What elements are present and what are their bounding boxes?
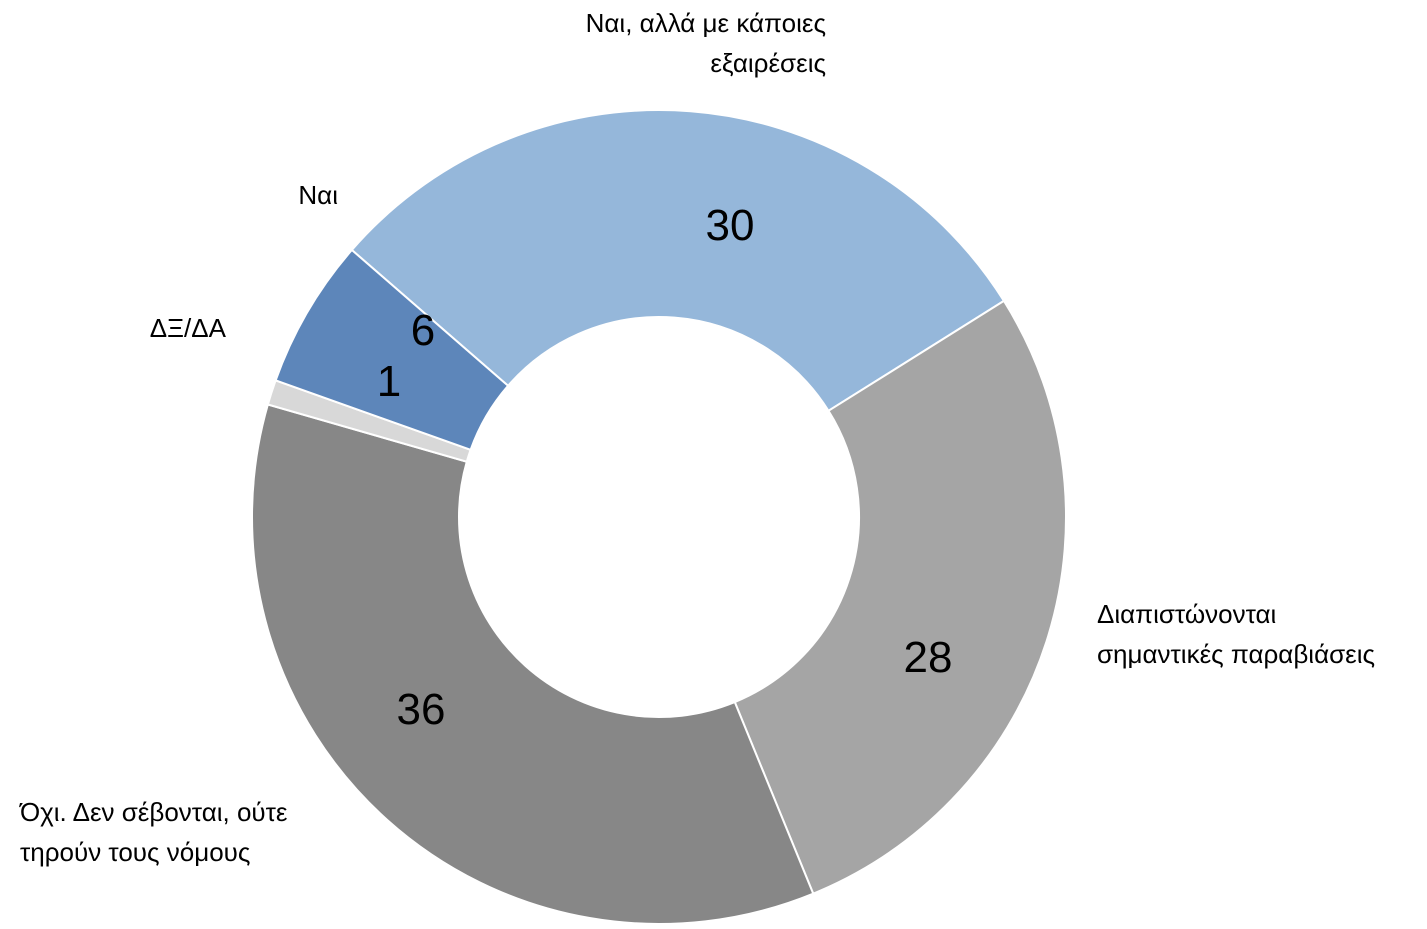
slice-category-label-line: Διαπιστώνονται bbox=[1097, 599, 1277, 629]
donut-category-labels: Ναι, αλλά με κάποιες εξαιρέσεις Διαπιστώνο… bbox=[19, 8, 1375, 867]
slice-category-label: ΔΞ/ΔΑ bbox=[150, 313, 227, 343]
slice-value-label: 28 bbox=[904, 633, 953, 682]
slice-category-label: Όχι. Δεν σέβονται, ούτε τηρούν τους νόμου… bbox=[19, 797, 288, 867]
slice-category-label-line: Ναι bbox=[298, 180, 338, 210]
slice-value-label: 6 bbox=[411, 306, 435, 355]
slice-category-label-line: τηρούν τους νόμους bbox=[20, 837, 250, 867]
donut-slice bbox=[733, 299, 1067, 895]
slice-value-label: 1 bbox=[377, 357, 401, 406]
slice-value-label: 30 bbox=[706, 201, 755, 250]
slice-category-label-line: ΔΞ/ΔΑ bbox=[150, 313, 227, 343]
slice-category-label: Διαπιστώνονται σημαντικές παραβιάσεις bbox=[1097, 599, 1375, 669]
slice-category-label-line: Όχι. Δεν σέβονται, ούτε bbox=[19, 797, 288, 827]
donut-slice bbox=[274, 248, 510, 452]
donut-slices bbox=[251, 109, 1067, 925]
slice-value-label: 36 bbox=[397, 685, 446, 734]
donut-value-labels: 30 28 36 16 bbox=[377, 201, 953, 734]
slice-category-label: Ναι bbox=[298, 180, 338, 210]
slice-category-label-line: σημαντικές παραβιάσεις bbox=[1097, 639, 1375, 669]
donut-slice bbox=[251, 403, 815, 925]
slice-category-label-line: Ναι, αλλά με κάποιες bbox=[586, 8, 826, 38]
slice-category-label: Ναι, αλλά με κάποιες εξαιρέσεις bbox=[586, 8, 826, 78]
slice-category-label-line: εξαιρέσεις bbox=[710, 48, 826, 78]
donut-slice bbox=[350, 109, 1006, 413]
